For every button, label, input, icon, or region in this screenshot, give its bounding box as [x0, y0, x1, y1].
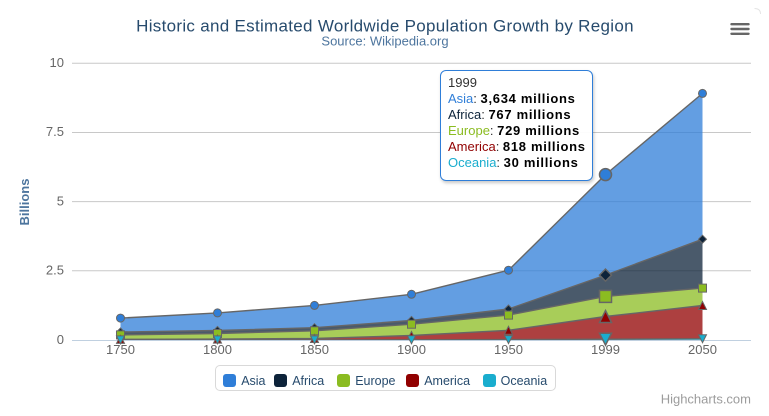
svg-text:1850: 1850 — [300, 342, 329, 357]
svg-text:5: 5 — [57, 193, 64, 208]
svg-text:10: 10 — [50, 55, 64, 70]
svg-text:1800: 1800 — [203, 342, 232, 357]
svg-text:1900: 1900 — [397, 342, 426, 357]
svg-text:Source: Wikipedia.org: Source: Wikipedia.org — [321, 34, 448, 49]
svg-text:2050: 2050 — [688, 342, 717, 357]
svg-text:1999: 1999 — [591, 342, 620, 357]
svg-text:Billions: Billions — [17, 179, 32, 226]
svg-text:7.5: 7.5 — [46, 124, 64, 139]
svg-text:Historic and Estimated Worldwi: Historic and Estimated Worldwide Populat… — [136, 17, 634, 36]
svg-text:1750: 1750 — [106, 342, 135, 357]
svg-text:0: 0 — [57, 332, 64, 347]
svg-text:2.5: 2.5 — [46, 263, 64, 278]
svg-text:Highcharts.com: Highcharts.com — [661, 392, 751, 407]
svg-text:1950: 1950 — [494, 342, 523, 357]
